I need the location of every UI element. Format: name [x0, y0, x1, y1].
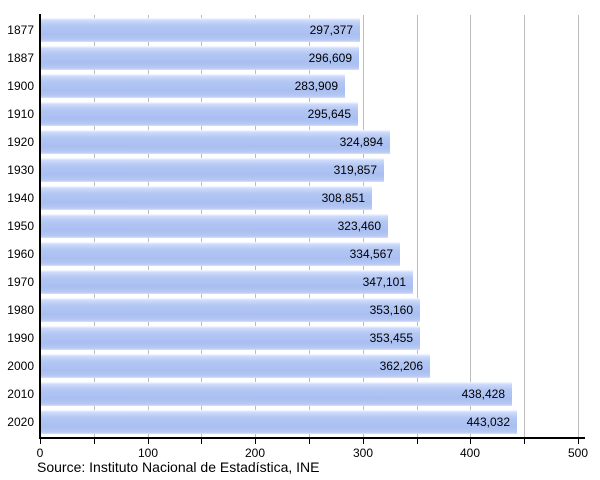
value-label: 362,206: [379, 359, 423, 373]
bar: 353,160: [41, 298, 420, 322]
y-axis-line: [39, 14, 41, 439]
bar: 324,894: [41, 130, 390, 154]
category-label: 1900: [7, 79, 34, 93]
category-label: 1887: [7, 51, 34, 65]
bar: 353,455: [41, 326, 420, 350]
gridline: [578, 15, 579, 437]
value-label: 334,567: [349, 247, 393, 261]
bar: 347,101: [41, 270, 413, 294]
value-label: 438,428: [461, 387, 505, 401]
category-label: 1980: [7, 303, 34, 317]
gridline: [470, 15, 471, 437]
category-label: 2000: [7, 359, 34, 373]
value-label: 443,032: [466, 415, 510, 429]
value-label: 319,857: [333, 163, 377, 177]
category-label: 1940: [7, 191, 34, 205]
category-label: 1990: [7, 331, 34, 345]
x-tick-label: 500: [567, 446, 589, 460]
value-label: 283,909: [294, 79, 338, 93]
bar: 443,032: [41, 410, 517, 434]
bar: 438,428: [41, 382, 512, 406]
category-label: 1970: [7, 275, 34, 289]
x-tick: [255, 439, 256, 444]
category-label: 1960: [7, 247, 34, 261]
bar: 295,645: [41, 102, 358, 126]
bar: 362,206: [41, 354, 430, 378]
x-tick-label: 400: [459, 446, 481, 460]
x-tick: [94, 439, 95, 444]
category-label: 1877: [7, 23, 34, 37]
bar: 296,609: [41, 46, 359, 70]
value-label: 353,160: [369, 303, 413, 317]
value-label: 297,377: [309, 23, 353, 37]
x-tick-label: 300: [352, 446, 374, 460]
x-tick: [578, 439, 579, 444]
x-tick: [309, 439, 310, 444]
value-label: 308,851: [321, 191, 365, 205]
x-tick: [201, 439, 202, 444]
x-tick: [524, 439, 525, 444]
category-label: 1910: [7, 107, 34, 121]
x-tick: [470, 439, 471, 444]
source-caption: Source: Instituto Nacional de Estadístic…: [37, 459, 320, 475]
category-label: 2020: [7, 415, 34, 429]
x-tick: [417, 439, 418, 444]
x-tick: [148, 439, 149, 444]
category-label: 1930: [7, 163, 34, 177]
value-label: 347,101: [362, 275, 406, 289]
bar: 283,909: [41, 74, 345, 98]
value-label: 323,460: [337, 219, 381, 233]
x-tick-label: 200: [244, 446, 266, 460]
x-axis-line: [39, 437, 585, 439]
gridline: [524, 15, 525, 437]
gridline: [417, 15, 418, 437]
value-label: 324,894: [339, 135, 383, 149]
bar: 297,377: [41, 18, 360, 42]
x-tick-label: 100: [137, 446, 159, 460]
category-label: 2010: [7, 387, 34, 401]
bar: 308,851: [41, 186, 372, 210]
value-label: 296,609: [308, 51, 352, 65]
x-tick-label: 0: [36, 446, 44, 460]
bar: 319,857: [41, 158, 384, 182]
x-tick: [363, 439, 364, 444]
value-label: 295,645: [307, 107, 351, 121]
x-tick: [40, 439, 41, 444]
category-label: 1920: [7, 135, 34, 149]
value-label: 353,455: [369, 331, 413, 345]
bar: 323,460: [41, 214, 388, 238]
bar: 334,567: [41, 242, 400, 266]
category-label: 1950: [7, 219, 34, 233]
